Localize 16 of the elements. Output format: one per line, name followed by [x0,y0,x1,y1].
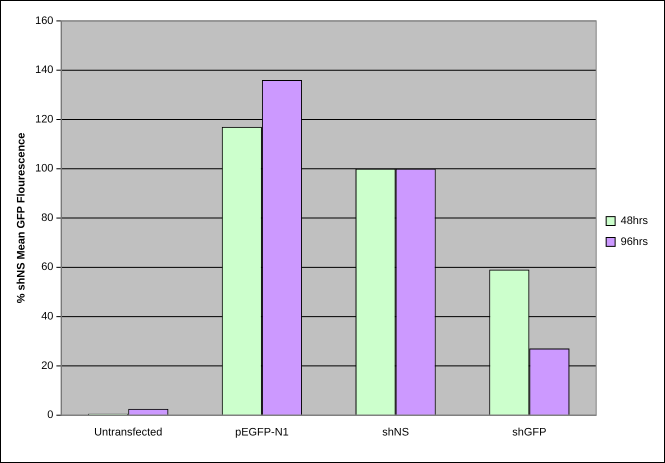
x-tick-label: shGFP [512,426,546,439]
y-tick-label: 40 [41,310,54,322]
y-tick-label: 120 [35,113,54,126]
y-tick-label: 80 [41,212,54,224]
y-tick-label: 100 [35,162,54,175]
y-tick-label: 60 [41,261,54,274]
x-tick-label: Untransfected [94,426,162,439]
y-axis-title: % shNS Mean GFP Flourescence [16,132,28,304]
x-tick-label: pEGFP-N1 [235,426,289,439]
y-tick-label: 0 [47,409,54,422]
y-tick-label: 20 [41,360,54,372]
legend-label: 96hrs [620,236,649,248]
y-tick-label: 160 [35,14,54,27]
x-tick-label: shNS [382,426,410,439]
legend-label: 48hrs [620,215,649,228]
y-tick-label: 140 [35,64,54,76]
